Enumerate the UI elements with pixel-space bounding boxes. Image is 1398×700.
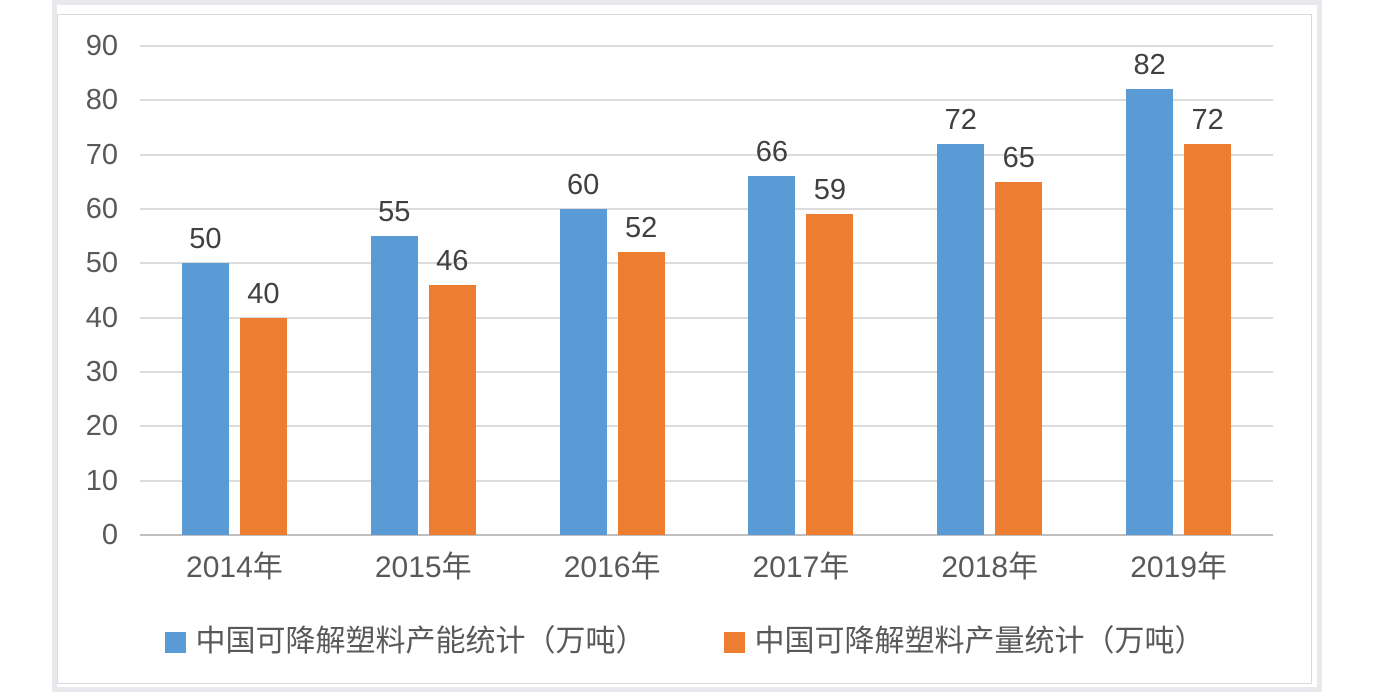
y-axis-label: 20 (85, 410, 118, 443)
gridline (140, 153, 1273, 156)
bar-output (617, 252, 665, 535)
gridline (140, 371, 1273, 373)
y-axis-label: 30 (85, 356, 118, 388)
bar-output (995, 181, 1043, 535)
bar-capacity (370, 236, 418, 535)
y-axis-label: 10 (85, 464, 118, 497)
bar-capacity (748, 176, 796, 535)
bar-value-label: 59 (813, 174, 847, 207)
legend-label: 中国可降解塑料产量统计（万吨） (754, 625, 1205, 658)
legend-item: 中国可降解塑料产量统计（万吨） (723, 624, 1205, 660)
x-axis-label: 2015年 (374, 551, 472, 584)
gridline (140, 208, 1273, 210)
bar-capacity (937, 143, 985, 535)
y-axis-label: 0 (101, 519, 118, 551)
gridline (140, 99, 1273, 102)
x-axis-label: 2014年 (186, 551, 283, 584)
x-axis-label: 2017年 (752, 551, 850, 584)
bar-value-label: 72 (1191, 103, 1224, 136)
bar-value-label: 46 (436, 245, 469, 278)
y-axis-label: 60 (85, 193, 118, 225)
bar-value-label: 65 (1002, 141, 1035, 174)
y-axis-label: 40 (85, 301, 118, 334)
bar-value-label: 60 (566, 169, 600, 201)
y-axis-label: 80 (85, 84, 118, 117)
chart-legend: 中国可降解塑料产能统计（万吨） 中国可降解塑料产量统计（万吨） (57, 619, 1312, 665)
bar-output (239, 317, 287, 535)
y-axis-label: 70 (85, 138, 118, 171)
bar-capacity (559, 209, 607, 535)
x-axis-line (140, 534, 1273, 536)
gridline (140, 316, 1273, 319)
gridline (140, 425, 1273, 428)
x-axis-label: 2019年 (1130, 551, 1227, 584)
gridline (140, 262, 1273, 265)
bar-value-label: 52 (624, 212, 658, 245)
bar-value-label: 66 (755, 136, 789, 169)
bar-capacity (1126, 89, 1174, 535)
x-axis-label: 2016年 (563, 551, 661, 584)
bar-value-label: 55 (378, 196, 411, 229)
bar-output (428, 285, 476, 535)
y-axis-label: 50 (85, 247, 118, 280)
legend-item: 中国可降解塑料产能统计（万吨） (164, 624, 646, 660)
legend-square-icon (164, 631, 186, 653)
legend-label: 中国可降解塑料产能统计（万吨） (195, 625, 646, 658)
bar-value-label: 40 (247, 277, 280, 310)
legend-square-icon (723, 631, 745, 653)
y-axis-label: 90 (85, 30, 118, 62)
bar-output (806, 214, 854, 535)
gridline (140, 479, 1273, 482)
bar-value-label: 72 (944, 103, 977, 136)
bar-capacity (181, 263, 229, 535)
bar-value-label: 82 (1133, 49, 1166, 82)
bar-value-label: 50 (189, 223, 222, 256)
x-axis-label: 2018年 (941, 551, 1039, 584)
bar-output (1184, 143, 1232, 535)
gridline (140, 45, 1273, 47)
